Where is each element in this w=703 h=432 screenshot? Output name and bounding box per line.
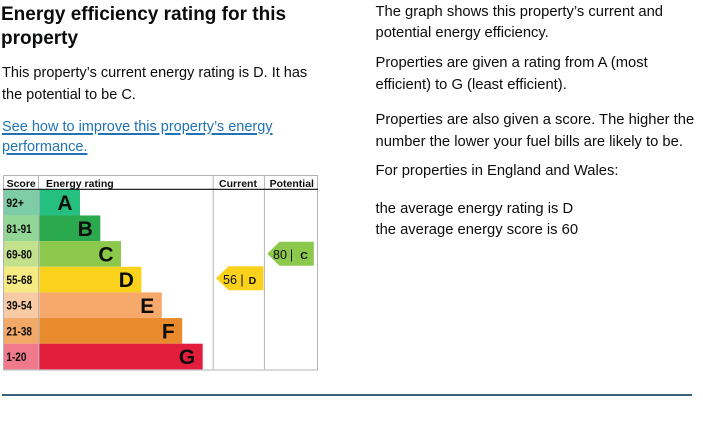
svg-text:39-54: 39-54 <box>6 299 32 313</box>
svg-text:81-91: 81-91 <box>6 222 31 236</box>
svg-text:Energy rating: Energy rating <box>46 178 114 190</box>
svg-text:G: G <box>179 346 195 369</box>
svg-text:C: C <box>98 243 113 266</box>
svg-text:C: C <box>300 250 308 262</box>
svg-text:Potential: Potential <box>270 178 314 190</box>
svg-text:56: 56 <box>223 273 237 287</box>
svg-text:69-80: 69-80 <box>6 248 32 262</box>
svg-text:55-68: 55-68 <box>6 273 32 287</box>
svg-text:92+: 92+ <box>6 196 24 210</box>
svg-text:1-20: 1-20 <box>6 350 26 364</box>
svg-text:F: F <box>162 320 175 343</box>
svg-text:A: A <box>57 192 72 215</box>
svg-text:Current: Current <box>219 178 257 190</box>
svg-text:|: | <box>290 248 293 262</box>
svg-text:E: E <box>140 295 154 318</box>
svg-text:21-38: 21-38 <box>6 324 32 338</box>
svg-text:D: D <box>119 269 134 292</box>
svg-text:|: | <box>240 273 243 287</box>
svg-text:Score: Score <box>7 178 36 190</box>
svg-text:D: D <box>249 275 257 287</box>
svg-text:80: 80 <box>273 248 287 262</box>
svg-text:B: B <box>78 218 93 241</box>
